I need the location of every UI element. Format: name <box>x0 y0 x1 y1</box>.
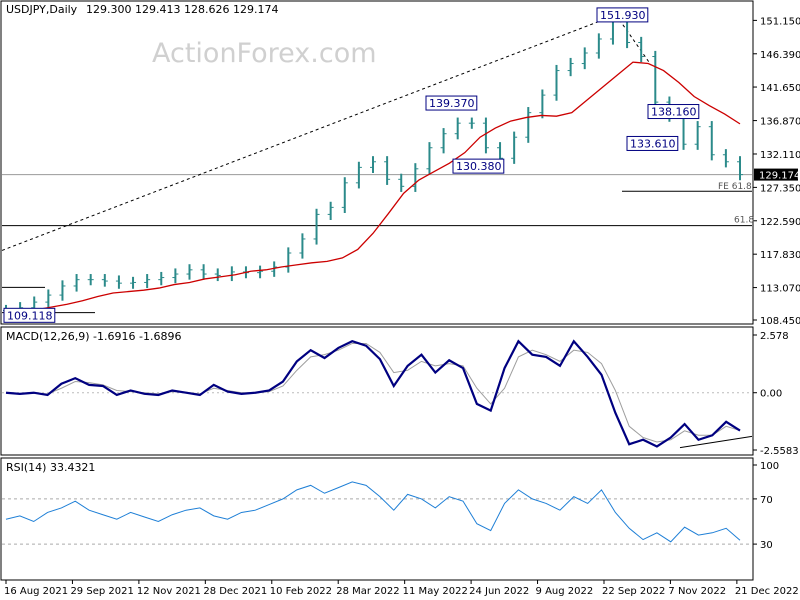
channel-trendline <box>1 14 617 251</box>
price-tick-label: 117.830 <box>760 250 800 261</box>
price-label-box <box>425 95 478 111</box>
rsi-lines <box>5 481 741 543</box>
ma-series-line <box>5 61 741 314</box>
price-panel <box>0 0 754 325</box>
time-tick-label: 29 Sep 2021 <box>70 586 133 597</box>
time-tick-label: 28 Mar 2022 <box>336 586 399 597</box>
price-label-text: 139.370 <box>429 97 475 110</box>
fe-annotation: FE 61.8 <box>718 182 752 192</box>
rsi-title: RSI(14) 33.4321 <box>6 461 95 474</box>
price-header: USDJPY,Daily 129.300 129.413 128.626 129… <box>6 3 278 16</box>
ohlc-label: 129.300 129.413 128.626 129.174 <box>86 3 278 16</box>
rsi-panel <box>0 457 754 581</box>
price-tick-label: 141.650 <box>760 83 800 94</box>
moving-average <box>5 61 741 314</box>
price-tick-label: 127.350 <box>760 183 800 194</box>
last-price-label: 129.174 <box>759 171 800 182</box>
macd-tick-label: -2.5583 <box>760 446 799 457</box>
price-tick-label: 108.450 <box>760 316 800 327</box>
price-label-text: 130.380 <box>456 160 502 173</box>
time-tick-label: 24 Jun 2022 <box>469 586 529 597</box>
price-label-box <box>626 135 679 151</box>
price-label-box <box>596 7 649 23</box>
macd-tick-label: 0.00 <box>760 389 782 400</box>
watermark: ActionForex.com <box>152 38 377 69</box>
time-tick-label: 16 Aug 2021 <box>4 586 68 597</box>
macd-main-line <box>5 339 741 448</box>
price-axis: 151.150 146.390 141.650 136.870 132.110 127.3… <box>753 16 800 327</box>
time-tick-label: 28 Dec 2021 <box>203 586 267 597</box>
symbol-label: USDJPY,Daily <box>6 3 78 16</box>
time-tick-label: 11 May 2022 <box>403 586 468 597</box>
rsi-tick-label: 30 <box>760 540 773 551</box>
fib-annotation: 61.8 <box>734 216 754 226</box>
rsi-tick-label: 100 <box>760 461 779 472</box>
price-tick-label: 146.390 <box>760 50 800 61</box>
time-tick-label: 10 Feb 2022 <box>270 586 332 597</box>
trendline-extension <box>615 14 651 64</box>
price-label-box <box>3 307 56 323</box>
price-bars <box>3 9 743 317</box>
price-label-text: 138.160 <box>651 106 697 119</box>
price-tick-label: 122.590 <box>760 217 800 228</box>
macd-lines <box>5 339 753 449</box>
macd-trendline <box>679 435 753 449</box>
price-tick-label: 132.110 <box>760 150 800 161</box>
last-price-tag <box>754 168 798 181</box>
price-label-text: 151.930 <box>600 9 646 22</box>
time-tick-label: 22 Sep 2022 <box>602 586 665 597</box>
price-label-box <box>647 104 700 120</box>
macd-title: MACD(12,26,9) -1.6916 -1.6896 <box>6 330 181 343</box>
price-label-box <box>452 158 505 174</box>
rsi-tick-label: 70 <box>760 495 773 506</box>
price-tick-label: 136.870 <box>760 117 800 128</box>
time-tick-label: 12 Nov 2021 <box>137 586 201 597</box>
price-label-text: 109.118 <box>7 309 53 322</box>
time-tick-label: 21 Dec 2022 <box>735 586 799 597</box>
rsi-series-line <box>5 481 741 543</box>
time-tick-label: 9 Aug 2022 <box>536 586 594 597</box>
price-tick-label: 151.150 <box>760 16 800 27</box>
rsi-axis: 100 70 30 <box>2 461 779 551</box>
price-label-text: 133.610 <box>630 137 676 150</box>
macd-tick-label: 2.578 <box>760 331 789 342</box>
price-overlays: FE 61.8 61.8 <box>1 14 754 314</box>
price-labels: 151.930 139.370 130.380 138.160 133.610 109.1… <box>3 7 700 323</box>
time-tick-label: 7 Nov 2022 <box>668 586 726 597</box>
price-tick-label: 113.070 <box>760 284 800 295</box>
time-axis: 16 Aug 2021 29 Sep 2021 12 Nov 2021 28 Dec … <box>4 580 799 597</box>
